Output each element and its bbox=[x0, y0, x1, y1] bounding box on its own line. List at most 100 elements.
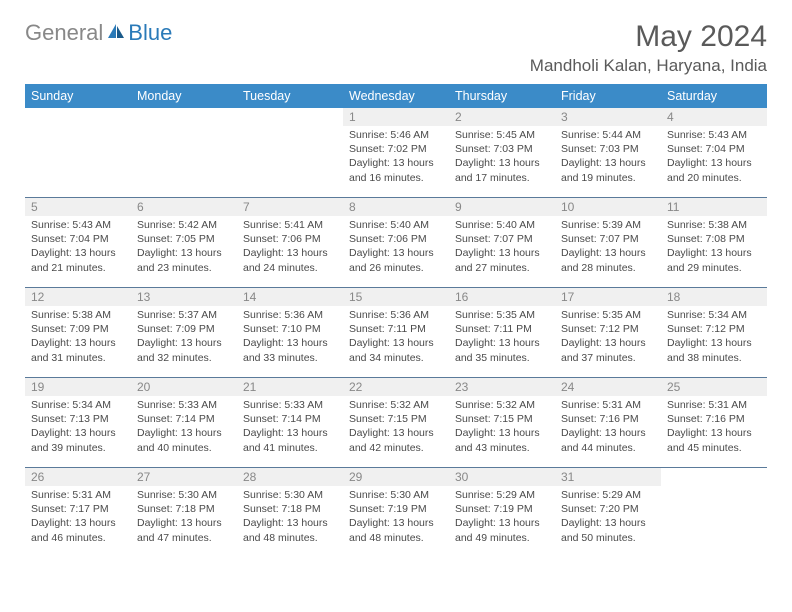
day-cell: 6Sunrise: 5:42 AMSunset: 7:05 PMDaylight… bbox=[131, 198, 237, 288]
day-cell: 4Sunrise: 5:43 AMSunset: 7:04 PMDaylight… bbox=[661, 108, 767, 198]
day-number: 27 bbox=[131, 468, 237, 486]
month-title: May 2024 bbox=[530, 20, 767, 54]
day-info: Sunrise: 5:30 AMSunset: 7:19 PMDaylight:… bbox=[343, 486, 449, 545]
day-number: 18 bbox=[661, 288, 767, 306]
day-info: Sunrise: 5:32 AMSunset: 7:15 PMDaylight:… bbox=[343, 396, 449, 455]
day-number: 21 bbox=[237, 378, 343, 396]
calendar-cell: 20Sunrise: 5:33 AMSunset: 7:14 PMDayligh… bbox=[131, 378, 237, 468]
day-info: Sunrise: 5:39 AMSunset: 7:07 PMDaylight:… bbox=[555, 216, 661, 275]
day-info: Sunrise: 5:31 AMSunset: 7:16 PMDaylight:… bbox=[555, 396, 661, 455]
day-info: Sunrise: 5:30 AMSunset: 7:18 PMDaylight:… bbox=[131, 486, 237, 545]
empty-cell bbox=[25, 108, 131, 198]
day-number: 28 bbox=[237, 468, 343, 486]
day-number: 12 bbox=[25, 288, 131, 306]
day-number: 11 bbox=[661, 198, 767, 216]
day-cell: 12Sunrise: 5:38 AMSunset: 7:09 PMDayligh… bbox=[25, 288, 131, 378]
calendar-cell: 13Sunrise: 5:37 AMSunset: 7:09 PMDayligh… bbox=[131, 288, 237, 378]
day-number: 5 bbox=[25, 198, 131, 216]
day-info: Sunrise: 5:29 AMSunset: 7:19 PMDaylight:… bbox=[449, 486, 555, 545]
calendar-cell: 4Sunrise: 5:43 AMSunset: 7:04 PMDaylight… bbox=[661, 108, 767, 198]
calendar-cell: 31Sunrise: 5:29 AMSunset: 7:20 PMDayligh… bbox=[555, 468, 661, 558]
day-number: 26 bbox=[25, 468, 131, 486]
calendar-cell: 30Sunrise: 5:29 AMSunset: 7:19 PMDayligh… bbox=[449, 468, 555, 558]
calendar-cell: 17Sunrise: 5:35 AMSunset: 7:12 PMDayligh… bbox=[555, 288, 661, 378]
day-number: 23 bbox=[449, 378, 555, 396]
calendar-cell: 14Sunrise: 5:36 AMSunset: 7:10 PMDayligh… bbox=[237, 288, 343, 378]
day-cell: 30Sunrise: 5:29 AMSunset: 7:19 PMDayligh… bbox=[449, 468, 555, 558]
day-number: 29 bbox=[343, 468, 449, 486]
calendar-header-tuesday: Tuesday bbox=[237, 84, 343, 108]
day-number: 17 bbox=[555, 288, 661, 306]
title-block: May 2024 Mandholi Kalan, Haryana, India bbox=[530, 20, 767, 76]
logo-sail-icon bbox=[106, 22, 126, 45]
day-info: Sunrise: 5:35 AMSunset: 7:11 PMDaylight:… bbox=[449, 306, 555, 365]
day-cell: 9Sunrise: 5:40 AMSunset: 7:07 PMDaylight… bbox=[449, 198, 555, 288]
day-number: 19 bbox=[25, 378, 131, 396]
calendar-header-friday: Friday bbox=[555, 84, 661, 108]
day-number: 6 bbox=[131, 198, 237, 216]
calendar-cell: 29Sunrise: 5:30 AMSunset: 7:19 PMDayligh… bbox=[343, 468, 449, 558]
day-info: Sunrise: 5:45 AMSunset: 7:03 PMDaylight:… bbox=[449, 126, 555, 185]
day-info: Sunrise: 5:33 AMSunset: 7:14 PMDaylight:… bbox=[237, 396, 343, 455]
day-info: Sunrise: 5:41 AMSunset: 7:06 PMDaylight:… bbox=[237, 216, 343, 275]
day-number: 25 bbox=[661, 378, 767, 396]
day-info: Sunrise: 5:34 AMSunset: 7:12 PMDaylight:… bbox=[661, 306, 767, 365]
calendar-header-sunday: Sunday bbox=[25, 84, 131, 108]
day-cell: 31Sunrise: 5:29 AMSunset: 7:20 PMDayligh… bbox=[555, 468, 661, 558]
calendar-cell: 25Sunrise: 5:31 AMSunset: 7:16 PMDayligh… bbox=[661, 378, 767, 468]
day-info: Sunrise: 5:32 AMSunset: 7:15 PMDaylight:… bbox=[449, 396, 555, 455]
day-cell: 17Sunrise: 5:35 AMSunset: 7:12 PMDayligh… bbox=[555, 288, 661, 378]
calendar-cell: 3Sunrise: 5:44 AMSunset: 7:03 PMDaylight… bbox=[555, 108, 661, 198]
day-info: Sunrise: 5:30 AMSunset: 7:18 PMDaylight:… bbox=[237, 486, 343, 545]
calendar-cell: 28Sunrise: 5:30 AMSunset: 7:18 PMDayligh… bbox=[237, 468, 343, 558]
day-number: 9 bbox=[449, 198, 555, 216]
day-info: Sunrise: 5:31 AMSunset: 7:16 PMDaylight:… bbox=[661, 396, 767, 455]
calendar-week-row: 5Sunrise: 5:43 AMSunset: 7:04 PMDaylight… bbox=[25, 198, 767, 288]
day-number: 4 bbox=[661, 108, 767, 126]
day-cell: 8Sunrise: 5:40 AMSunset: 7:06 PMDaylight… bbox=[343, 198, 449, 288]
calendar-week-row: 19Sunrise: 5:34 AMSunset: 7:13 PMDayligh… bbox=[25, 378, 767, 468]
day-info: Sunrise: 5:31 AMSunset: 7:17 PMDaylight:… bbox=[25, 486, 131, 545]
calendar-cell: 7Sunrise: 5:41 AMSunset: 7:06 PMDaylight… bbox=[237, 198, 343, 288]
calendar-cell: 19Sunrise: 5:34 AMSunset: 7:13 PMDayligh… bbox=[25, 378, 131, 468]
calendar-cell: 6Sunrise: 5:42 AMSunset: 7:05 PMDaylight… bbox=[131, 198, 237, 288]
calendar-cell: 22Sunrise: 5:32 AMSunset: 7:15 PMDayligh… bbox=[343, 378, 449, 468]
calendar-cell: 24Sunrise: 5:31 AMSunset: 7:16 PMDayligh… bbox=[555, 378, 661, 468]
location: Mandholi Kalan, Haryana, India bbox=[530, 56, 767, 76]
calendar-header-saturday: Saturday bbox=[661, 84, 767, 108]
day-cell: 23Sunrise: 5:32 AMSunset: 7:15 PMDayligh… bbox=[449, 378, 555, 468]
day-cell: 10Sunrise: 5:39 AMSunset: 7:07 PMDayligh… bbox=[555, 198, 661, 288]
calendar-cell: 11Sunrise: 5:38 AMSunset: 7:08 PMDayligh… bbox=[661, 198, 767, 288]
calendar-cell: 10Sunrise: 5:39 AMSunset: 7:07 PMDayligh… bbox=[555, 198, 661, 288]
day-info: Sunrise: 5:36 AMSunset: 7:11 PMDaylight:… bbox=[343, 306, 449, 365]
calendar-cell: 16Sunrise: 5:35 AMSunset: 7:11 PMDayligh… bbox=[449, 288, 555, 378]
day-info: Sunrise: 5:33 AMSunset: 7:14 PMDaylight:… bbox=[131, 396, 237, 455]
calendar-cell bbox=[661, 468, 767, 558]
calendar-cell bbox=[25, 108, 131, 198]
calendar-header-monday: Monday bbox=[131, 84, 237, 108]
day-number: 22 bbox=[343, 378, 449, 396]
day-number: 31 bbox=[555, 468, 661, 486]
calendar-cell: 18Sunrise: 5:34 AMSunset: 7:12 PMDayligh… bbox=[661, 288, 767, 378]
day-info: Sunrise: 5:36 AMSunset: 7:10 PMDaylight:… bbox=[237, 306, 343, 365]
day-cell: 18Sunrise: 5:34 AMSunset: 7:12 PMDayligh… bbox=[661, 288, 767, 378]
day-cell: 26Sunrise: 5:31 AMSunset: 7:17 PMDayligh… bbox=[25, 468, 131, 558]
day-number: 10 bbox=[555, 198, 661, 216]
calendar-week-row: 12Sunrise: 5:38 AMSunset: 7:09 PMDayligh… bbox=[25, 288, 767, 378]
day-cell: 20Sunrise: 5:33 AMSunset: 7:14 PMDayligh… bbox=[131, 378, 237, 468]
logo: General Blue bbox=[25, 20, 172, 46]
day-cell: 27Sunrise: 5:30 AMSunset: 7:18 PMDayligh… bbox=[131, 468, 237, 558]
empty-cell bbox=[661, 468, 767, 558]
day-info: Sunrise: 5:35 AMSunset: 7:12 PMDaylight:… bbox=[555, 306, 661, 365]
day-number: 7 bbox=[237, 198, 343, 216]
day-cell: 2Sunrise: 5:45 AMSunset: 7:03 PMDaylight… bbox=[449, 108, 555, 198]
day-info: Sunrise: 5:43 AMSunset: 7:04 PMDaylight:… bbox=[661, 126, 767, 185]
empty-cell bbox=[237, 108, 343, 198]
calendar-cell: 1Sunrise: 5:46 AMSunset: 7:02 PMDaylight… bbox=[343, 108, 449, 198]
calendar-cell: 12Sunrise: 5:38 AMSunset: 7:09 PMDayligh… bbox=[25, 288, 131, 378]
day-cell: 3Sunrise: 5:44 AMSunset: 7:03 PMDaylight… bbox=[555, 108, 661, 198]
day-info: Sunrise: 5:34 AMSunset: 7:13 PMDaylight:… bbox=[25, 396, 131, 455]
day-number: 20 bbox=[131, 378, 237, 396]
day-number: 2 bbox=[449, 108, 555, 126]
day-info: Sunrise: 5:38 AMSunset: 7:09 PMDaylight:… bbox=[25, 306, 131, 365]
